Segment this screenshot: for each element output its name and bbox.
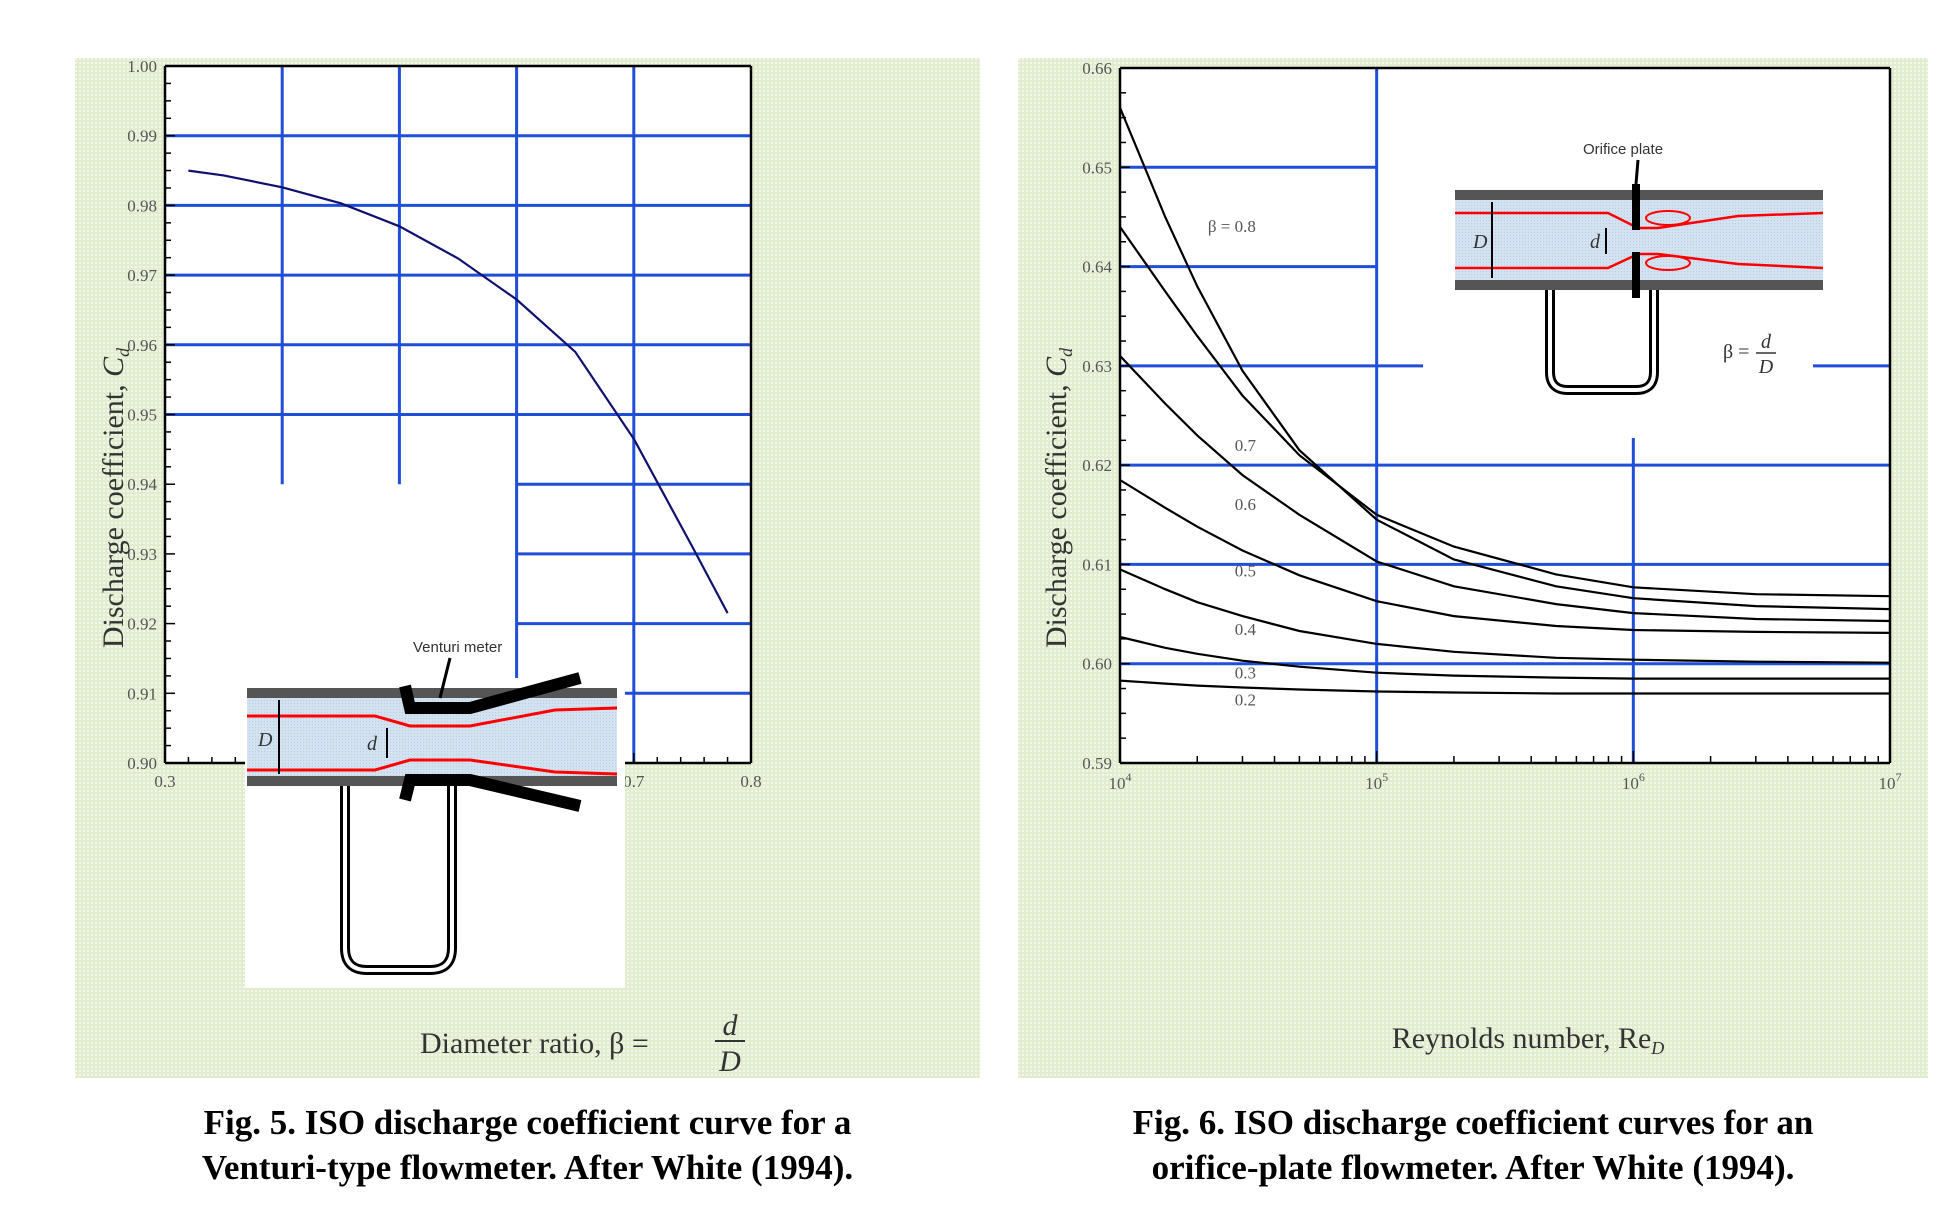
fig6-y-tick-label: 0.59 — [1082, 754, 1112, 773]
fig6-curve — [1118, 107, 1891, 611]
svg-text:D: D — [1758, 356, 1774, 378]
fig5-x-tick-label: 0.7 — [623, 772, 645, 791]
fig5-panel: 0.90 0.91 0.92 0.93 0.94 0.95 0.96 0.97 0.98 0.99… — [75, 57, 980, 1078]
fig5-y-tick-label: 0.95 — [127, 406, 157, 425]
fig6-y-tick-label: 0.63 — [1082, 357, 1112, 376]
fig5-y-tick-label: 0.90 — [127, 754, 157, 773]
fig5-y-tick-label: 0.94 — [127, 475, 157, 494]
venturi-inset: D d Venturi meter — [245, 639, 625, 988]
orifice-title-pointer — [1634, 159, 1640, 185]
fig5-x-axis-label: Diameter ratio, β = d D — [420, 1009, 745, 1078]
fig6-chart: 0.59 0.60 0.61 0.62 0.63 0.64 0.65 0.66 104 105 10… — [1018, 58, 1928, 1078]
venturi-profile-top — [247, 706, 618, 728]
fig6-curve — [1119, 679, 1890, 695]
orifice-inset-title: Orifice plate — [1583, 141, 1663, 158]
fig5-y-tick-label: 0.92 — [127, 615, 157, 634]
fig5-x-label-den: D — [718, 1045, 741, 1078]
fig5-y-tick-label: 0.93 — [127, 545, 157, 564]
venturi-label-d: d — [367, 733, 378, 755]
fig6-y-tick-label: 0.66 — [1082, 59, 1112, 78]
fig5-chart: 0.90 0.91 0.92 0.93 0.94 0.95 0.96 0.97 0.98 0.99… — [75, 57, 980, 1078]
orifice-label-d: d — [1590, 231, 1601, 253]
fig5-x-label-text: Diameter ratio, β = — [420, 1027, 649, 1060]
fig6-curve-label: 0.5 — [1235, 561, 1256, 580]
fig6-panel: 0.59 0.60 0.61 0.62 0.63 0.64 0.65 0.66 104 105 10… — [1018, 58, 1928, 1078]
venturi-label-D: D — [257, 729, 273, 751]
fig6-curve-label: 0.4 — [1235, 620, 1257, 639]
fig6-curve-label: 0.3 — [1235, 664, 1256, 683]
orifice-label-D: D — [1472, 231, 1488, 253]
orifice-profile-top — [1455, 211, 1824, 230]
fig6-curve — [1119, 479, 1891, 634]
fig6-curve-label: 0.2 — [1235, 690, 1256, 709]
fig5-caption-line1: Fig. 5. ISO discharge coefficient curve … — [203, 1103, 852, 1142]
fig6-caption: Fig. 6. ISO discharge coefficient curves… — [1018, 1100, 1928, 1190]
fig6-x-tick-label: 104 — [1109, 770, 1132, 793]
orifice-plate-bottom — [1632, 252, 1640, 298]
fig6-curve-label: 0.7 — [1235, 436, 1257, 455]
venturi-profile-bottom — [247, 758, 618, 776]
fig6-y-tick-label: 0.61 — [1082, 555, 1112, 574]
venturi-inset-title: Venturi meter — [413, 639, 502, 656]
fig5-cd-curve — [188, 169, 729, 614]
fig6-curve — [1119, 355, 1891, 623]
fig6-y-tick-label: 0.65 — [1082, 158, 1112, 177]
fig6-curve-label: β = 0.8 — [1208, 217, 1256, 236]
fig6-caption-line1: Fig. 6. ISO discharge coefficient curves… — [1132, 1103, 1814, 1142]
fig6-x-axis-label: Reynolds number, ReD — [1392, 1022, 1665, 1058]
fig5-y-tick-label: 1.00 — [127, 57, 157, 76]
fig6-caption-line2: orifice-plate flowmeter. After White (19… — [1151, 1148, 1795, 1187]
fig6-curve-label: 0.6 — [1235, 495, 1256, 514]
fig6-y-tick-label: 0.64 — [1082, 258, 1112, 277]
fig5-y-tick-label: 0.91 — [127, 684, 157, 703]
fig5-caption-line2: Venturi-type flowmeter. After White (199… — [201, 1148, 854, 1187]
fig6-x-tick-label: 105 — [1365, 770, 1388, 793]
fig5-y-tick-label: 0.98 — [127, 196, 157, 215]
orifice-beta-formula: β = d D — [1723, 331, 1776, 378]
fig5-y-tick-label: 0.97 — [127, 266, 157, 285]
fig5-x-tick-label: 0.3 — [154, 772, 175, 791]
venturi-title-pointer — [438, 657, 452, 699]
fig5-x-label-num: d — [723, 1009, 739, 1042]
fig6-y-axis-label: Discharge coefficient, Cd — [1040, 347, 1076, 648]
fig5-x-tick-label: 0.8 — [740, 772, 761, 791]
svg-text:β =: β = — [1723, 341, 1749, 363]
fig6-y-tick-label: 0.60 — [1082, 655, 1112, 674]
fig6-y-tick-label: 0.62 — [1082, 456, 1112, 475]
orifice-inset: D d Orifice plate β = d D — [1423, 128, 1824, 438]
fig6-curve — [1119, 568, 1891, 664]
fig6-x-tick-label: 106 — [1622, 770, 1645, 793]
fig5-caption: Fig. 5. ISO discharge coefficient curve … — [75, 1100, 980, 1190]
fig5-y-axis-label: Discharge coefficient, Cd — [97, 347, 133, 648]
svg-text:d: d — [1761, 331, 1772, 353]
fig6-curve — [1119, 635, 1890, 680]
venturi-throat-top — [399, 672, 582, 714]
orifice-plate-top — [1632, 184, 1640, 230]
fig6-curve — [1119, 226, 1891, 598]
venturi-top-wall-upstream — [247, 688, 617, 698]
fig6-x-tick-label: 107 — [1879, 770, 1902, 793]
fig5-y-tick-label: 0.96 — [127, 336, 157, 355]
venturi-throat-bottom — [399, 774, 582, 812]
fig5-y-tick-label: 0.99 — [127, 127, 157, 146]
orifice-profile-bottom — [1455, 252, 1824, 270]
